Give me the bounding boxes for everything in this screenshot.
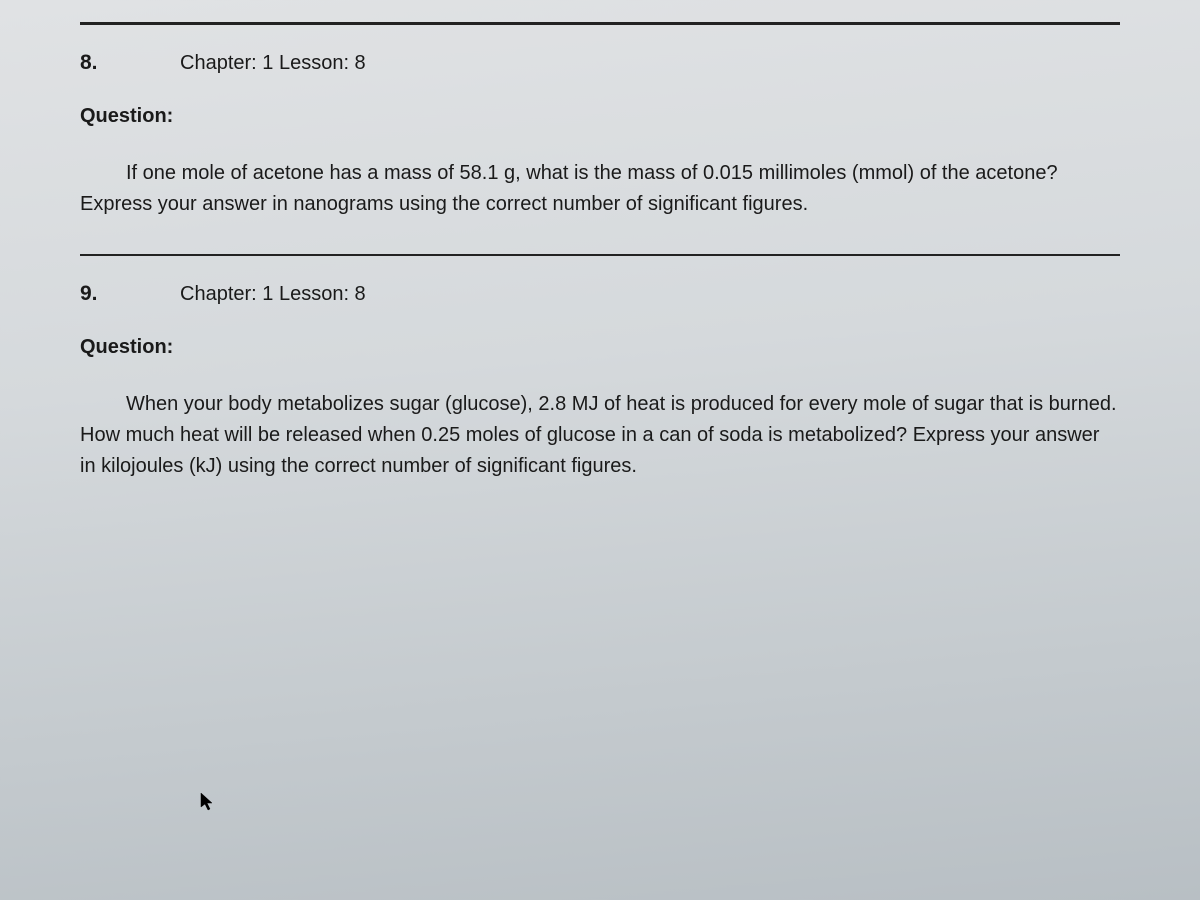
question-label: Question: bbox=[80, 105, 1120, 128]
question-meta: Chapter: 1 Lesson: 8 bbox=[180, 52, 366, 75]
cursor-icon bbox=[200, 792, 216, 818]
question-block-8: 8. Chapter: 1 Lesson: 8 Question: If one… bbox=[30, 51, 1170, 220]
question-number: 8. bbox=[80, 51, 180, 75]
divider-mid bbox=[80, 254, 1120, 256]
question-header: 8. Chapter: 1 Lesson: 8 bbox=[80, 51, 1120, 75]
question-block-9: 9. Chapter: 1 Lesson: 8 Question: When y… bbox=[30, 282, 1170, 482]
divider-top bbox=[80, 22, 1120, 25]
question-meta: Chapter: 1 Lesson: 8 bbox=[180, 283, 366, 306]
worksheet-page: 8. Chapter: 1 Lesson: 8 Question: If one… bbox=[0, 22, 1200, 900]
question-number: 9. bbox=[80, 282, 180, 306]
question-label: Question: bbox=[80, 336, 1120, 359]
question-text: When your body metabolizes sugar (glucos… bbox=[80, 389, 1120, 482]
question-text: If one mole of acetone has a mass of 58.… bbox=[80, 158, 1120, 220]
question-header: 9. Chapter: 1 Lesson: 8 bbox=[80, 282, 1120, 306]
